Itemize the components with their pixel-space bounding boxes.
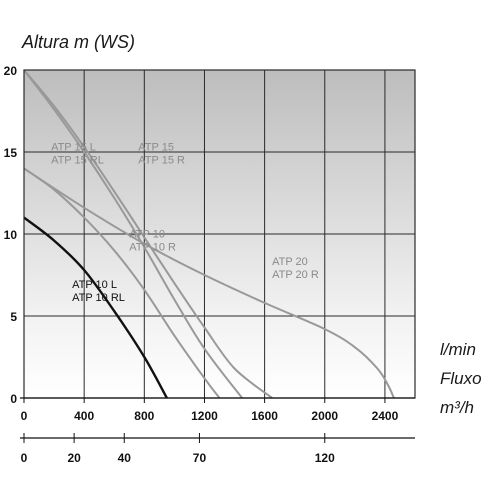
secondary-tick-label: 40 — [118, 451, 132, 465]
x-tick-label: 0 — [21, 409, 28, 423]
secondary-tick-label: 70 — [193, 451, 207, 465]
series-label-3: ATP 15 R — [138, 154, 185, 166]
secondary-tick-label: 0 — [21, 451, 28, 465]
series-line-4 — [23, 167, 395, 399]
y-tick-label: 15 — [4, 146, 18, 160]
series-label-2: ATP 15 RL — [51, 154, 104, 166]
y-tick-label: 20 — [4, 64, 18, 78]
series-label-0: ATP 10 RL — [72, 292, 125, 304]
x-tick-label: 400 — [74, 409, 94, 423]
series-label-4: ATP 20 — [272, 256, 308, 268]
unit-label-m3h: m³/h — [440, 398, 474, 417]
y-tick-label: 5 — [10, 310, 17, 324]
series-label-3: ATP 15 — [138, 141, 174, 153]
unit-label-flow: Fluxo — [440, 369, 482, 388]
y-tick-label: 10 — [4, 228, 18, 242]
series-line-2 — [23, 69, 243, 399]
series-label-4: ATP 20 R — [272, 269, 319, 281]
x-tick-label: 2000 — [311, 409, 338, 423]
unit-label-lmin: l/min — [440, 340, 476, 359]
secondary-tick-label: 120 — [315, 451, 335, 465]
y-tick-label: 0 — [10, 392, 17, 406]
series-line-3 — [23, 69, 273, 399]
series-label-1: ATP 10 R — [129, 241, 176, 253]
x-tick-label: 1600 — [251, 409, 278, 423]
series-label-0: ATP 10 L — [72, 279, 117, 291]
series-line-0 — [23, 216, 168, 399]
series-label-2: ATP 15 L — [51, 141, 96, 153]
x-tick-label: 800 — [134, 409, 154, 423]
secondary-tick-label: 20 — [67, 451, 81, 465]
series-line-1 — [23, 167, 221, 399]
series-label-1: ATP 10 — [129, 228, 165, 240]
x-tick-label: 2400 — [372, 409, 399, 423]
x-tick-label: 1200 — [191, 409, 218, 423]
y-axis-label: Altura m (WS) — [22, 32, 136, 52]
